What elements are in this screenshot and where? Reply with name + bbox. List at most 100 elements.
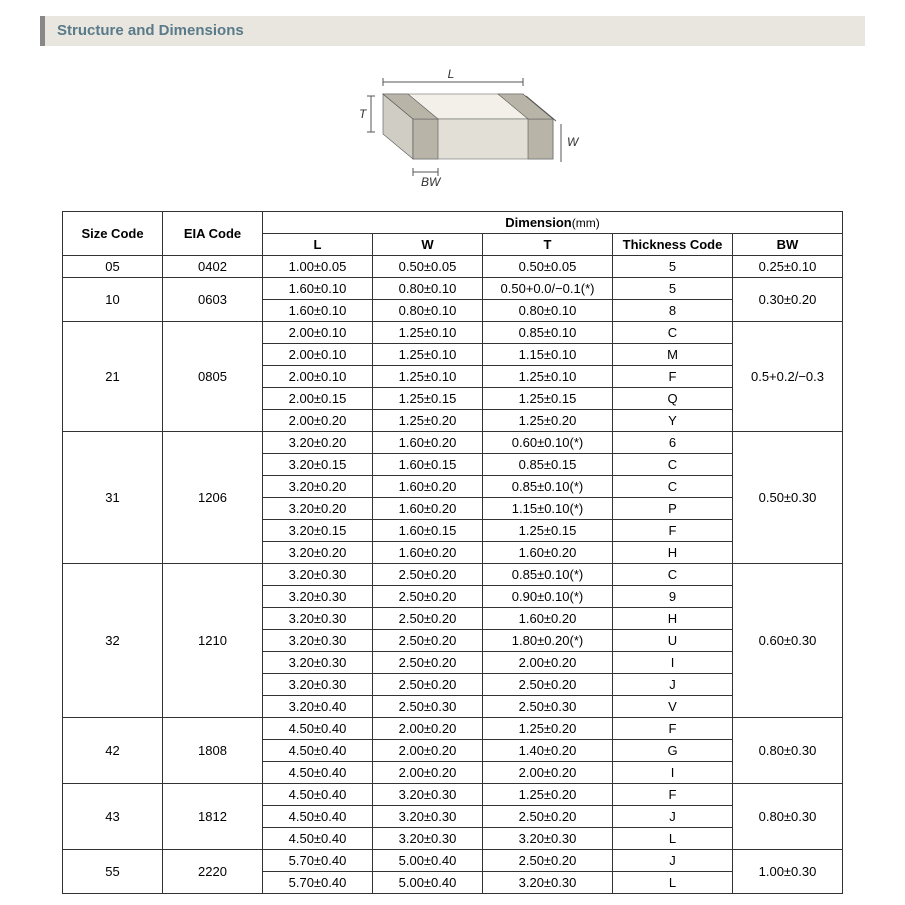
cell-T: 1.25±0.20 (483, 718, 613, 740)
cell-code: Y (613, 410, 733, 432)
svg-text:T: T (359, 107, 368, 121)
svg-text:L: L (447, 67, 454, 81)
cell-W: 5.00±0.40 (373, 850, 483, 872)
cell-W: 0.80±0.10 (373, 300, 483, 322)
cell-L: 2.00±0.10 (263, 366, 373, 388)
cell-T: 0.50±0.05 (483, 256, 613, 278)
cell-L: 3.20±0.15 (263, 520, 373, 542)
cell-L: 4.50±0.40 (263, 806, 373, 828)
cell-code: P (613, 498, 733, 520)
cell-W: 2.50±0.30 (373, 696, 483, 718)
cell-eia: 0603 (163, 278, 263, 322)
cell-W: 0.80±0.10 (373, 278, 483, 300)
cell-code: L (613, 872, 733, 894)
cell-eia: 0805 (163, 322, 263, 432)
cell-T: 1.40±0.20 (483, 740, 613, 762)
cell-code: 5 (613, 256, 733, 278)
cell-code: J (613, 806, 733, 828)
cell-W: 3.20±0.30 (373, 784, 483, 806)
cell-size: 31 (63, 432, 163, 564)
cell-eia: 1812 (163, 784, 263, 850)
cell-size: 21 (63, 322, 163, 432)
cell-T: 1.15±0.10 (483, 344, 613, 366)
cell-BW: 0.50±0.30 (733, 432, 843, 564)
cell-code: F (613, 366, 733, 388)
col-W: W (373, 234, 483, 256)
col-eia: EIA Code (163, 212, 263, 256)
cell-code: Q (613, 388, 733, 410)
cell-eia: 1210 (163, 564, 263, 718)
cell-W: 2.50±0.20 (373, 608, 483, 630)
cell-W: 0.50±0.05 (373, 256, 483, 278)
cell-T: 1.80±0.20(*) (483, 630, 613, 652)
section-title: Structure and Dimensions (57, 22, 244, 39)
svg-text:W: W (567, 135, 580, 149)
cell-code: U (613, 630, 733, 652)
cell-T: 0.85±0.15 (483, 454, 613, 476)
cell-T: 0.80±0.10 (483, 300, 613, 322)
cell-size: 43 (63, 784, 163, 850)
cell-code: F (613, 520, 733, 542)
cell-W: 2.00±0.20 (373, 718, 483, 740)
cell-T: 1.25±0.20 (483, 784, 613, 806)
cell-L: 3.20±0.30 (263, 564, 373, 586)
cell-T: 0.60±0.10(*) (483, 432, 613, 454)
cell-T: 0.85±0.10(*) (483, 476, 613, 498)
cell-size: 10 (63, 278, 163, 322)
cell-L: 4.50±0.40 (263, 784, 373, 806)
cell-T: 1.25±0.10 (483, 366, 613, 388)
cell-L: 1.60±0.10 (263, 300, 373, 322)
col-T: T (483, 234, 613, 256)
cell-size: 32 (63, 564, 163, 718)
cell-L: 3.20±0.30 (263, 608, 373, 630)
cell-code: J (613, 674, 733, 696)
col-thickness-code: Thickness Code (613, 234, 733, 256)
cell-T: 0.50+0.0/−0.1(*) (483, 278, 613, 300)
cell-BW: 0.60±0.30 (733, 564, 843, 718)
cell-W: 1.25±0.15 (373, 388, 483, 410)
cell-L: 3.20±0.30 (263, 630, 373, 652)
cell-L: 2.00±0.20 (263, 410, 373, 432)
component-diagram: L W T BW (0, 54, 905, 199)
cell-code: M (613, 344, 733, 366)
table-row: 4218084.50±0.402.00±0.201.25±0.20F0.80±0… (63, 718, 843, 740)
cell-W: 2.50±0.20 (373, 674, 483, 696)
cell-L: 2.00±0.10 (263, 322, 373, 344)
cell-W: 5.00±0.40 (373, 872, 483, 894)
cell-code: H (613, 542, 733, 564)
cell-size: 55 (63, 850, 163, 894)
cell-W: 3.20±0.30 (373, 828, 483, 850)
cell-code: I (613, 652, 733, 674)
cell-L: 5.70±0.40 (263, 872, 373, 894)
cell-code: 9 (613, 586, 733, 608)
cell-W: 2.50±0.20 (373, 564, 483, 586)
cell-T: 1.15±0.10(*) (483, 498, 613, 520)
cell-W: 3.20±0.30 (373, 806, 483, 828)
cell-L: 1.00±0.05 (263, 256, 373, 278)
cell-W: 1.60±0.15 (373, 454, 483, 476)
cell-L: 4.50±0.40 (263, 828, 373, 850)
table-row: 2108052.00±0.101.25±0.100.85±0.10C0.5+0.… (63, 322, 843, 344)
cell-T: 2.50±0.20 (483, 850, 613, 872)
cell-size: 42 (63, 718, 163, 784)
cell-T: 1.25±0.15 (483, 388, 613, 410)
col-dimension: Dimension(mm) (263, 212, 843, 234)
cell-W: 1.60±0.20 (373, 432, 483, 454)
cell-L: 3.20±0.40 (263, 696, 373, 718)
cell-T: 3.20±0.30 (483, 872, 613, 894)
cell-W: 1.60±0.20 (373, 542, 483, 564)
cell-L: 1.60±0.10 (263, 278, 373, 300)
cell-T: 3.20±0.30 (483, 828, 613, 850)
cell-T: 1.60±0.20 (483, 542, 613, 564)
cell-W: 2.00±0.20 (373, 740, 483, 762)
cell-L: 3.20±0.20 (263, 542, 373, 564)
cell-L: 3.20±0.15 (263, 454, 373, 476)
cell-T: 0.90±0.10(*) (483, 586, 613, 608)
cell-L: 5.70±0.40 (263, 850, 373, 872)
cell-W: 1.60±0.20 (373, 476, 483, 498)
cell-size: 05 (63, 256, 163, 278)
cell-W: 1.25±0.10 (373, 344, 483, 366)
cell-code: C (613, 454, 733, 476)
cell-L: 3.20±0.30 (263, 586, 373, 608)
cell-code: 6 (613, 432, 733, 454)
